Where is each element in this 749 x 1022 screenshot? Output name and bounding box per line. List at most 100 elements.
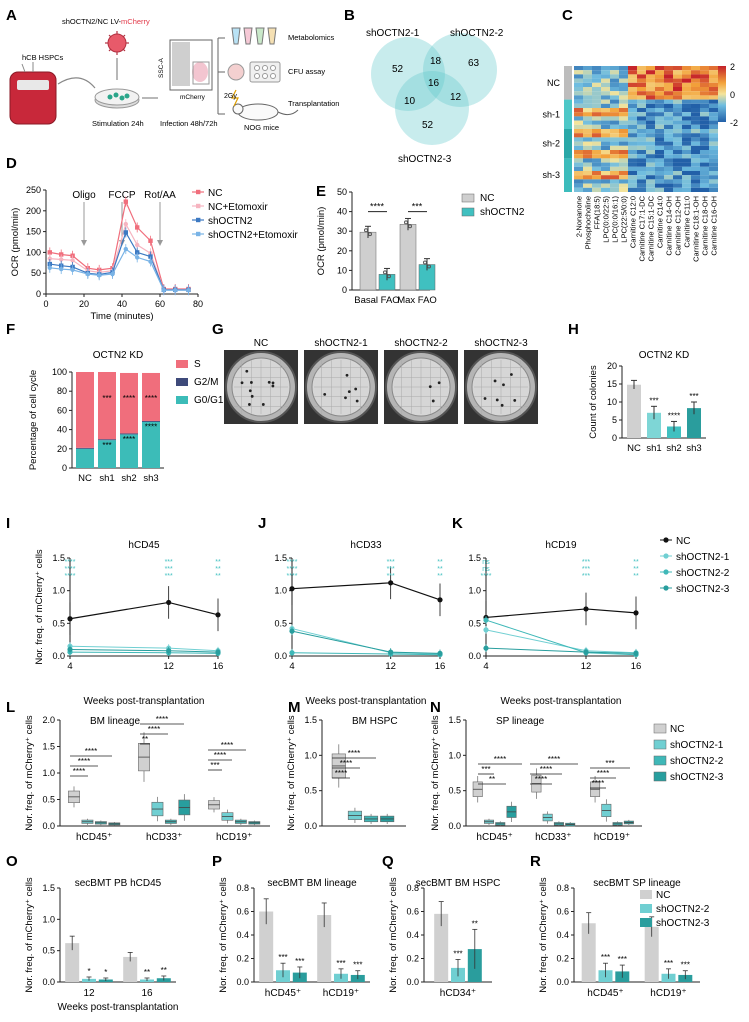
heatmap-cell xyxy=(691,187,700,192)
heatmap-cell xyxy=(709,179,718,184)
heatmap-cell xyxy=(619,74,628,79)
heatmap-cell xyxy=(709,91,718,96)
x-tick-label: NC xyxy=(627,443,641,454)
y-tick-label: 0.4 xyxy=(236,930,249,940)
heatmap-row-labels: NC sh-1 sh-2 sh-3 xyxy=(542,66,572,192)
heatmap-cell xyxy=(655,133,664,138)
heatmap-column-label: Carnitine C11:0 xyxy=(683,196,692,248)
sig-label: *** xyxy=(649,396,658,405)
heatmap-group-bar xyxy=(564,99,572,129)
heatmap-cell xyxy=(601,162,610,167)
chart-title: OCTN2 KD xyxy=(639,350,690,361)
heatmap-cell xyxy=(592,112,601,117)
venn-bc: 12 xyxy=(450,92,462,103)
heatmap-cell xyxy=(628,112,637,117)
sig-label: ** xyxy=(215,566,221,573)
heatmap-cell xyxy=(610,103,619,108)
heatmap-cell xyxy=(655,99,664,104)
heatmap-cell xyxy=(637,116,646,121)
series-line xyxy=(291,628,441,655)
heatmap-cell xyxy=(709,95,718,100)
heatmap-cell xyxy=(691,116,700,121)
heatmap-cell xyxy=(655,150,664,155)
heatmap-cell xyxy=(583,78,592,83)
heatmap-cell xyxy=(709,166,718,171)
heatmap-cell xyxy=(637,95,646,100)
heatmap-group-bar xyxy=(564,129,572,159)
heatmap-cell xyxy=(601,99,610,104)
y-tick-label: 100 xyxy=(52,367,67,377)
data-point xyxy=(483,627,489,633)
heatmap-scale-tick: -2 xyxy=(730,118,738,128)
chart-title: OCTN2 KD xyxy=(93,350,144,361)
sig-label: **** xyxy=(540,765,552,774)
heatmap-cell xyxy=(637,108,646,113)
colony xyxy=(271,384,275,388)
heatmap-cell xyxy=(709,112,718,117)
heatmap-cell xyxy=(673,103,682,108)
heatmap-cell xyxy=(682,78,691,83)
bar xyxy=(687,408,701,438)
panel-a: A shOCTN2/NC LV-mCherry hCB HSPCs xyxy=(6,7,339,132)
heatmap-cell xyxy=(574,162,583,167)
transplant-label: Transplantation xyxy=(288,99,339,108)
heatmap-cell xyxy=(700,91,709,96)
y-axis-label: Nor. freq. of mCherry⁺ cells xyxy=(430,715,441,831)
heatmap-cell xyxy=(700,145,709,150)
heatmap-cell xyxy=(691,150,700,155)
heatmap-cell xyxy=(664,179,673,184)
heatmap-cell xyxy=(673,95,682,100)
legend-label: shOCTN2-2 xyxy=(670,756,724,767)
heatmap-cell xyxy=(628,91,637,96)
sig-label: ** xyxy=(161,966,167,975)
data-point xyxy=(59,266,64,272)
replicate-dot xyxy=(387,274,391,279)
mouse-icon xyxy=(231,89,299,121)
heatmap-cell xyxy=(664,145,673,150)
sig-label: *** xyxy=(605,759,614,768)
heatmap-cell xyxy=(583,166,592,171)
colony xyxy=(271,381,275,385)
heatmap-cell xyxy=(574,171,583,176)
venn-only-2: 63 xyxy=(468,58,480,69)
panel-letter-l: L xyxy=(6,699,15,716)
gy-label: 2Gy xyxy=(224,93,237,100)
venn-label-1: shOCTN2-1 xyxy=(366,28,420,39)
panel-letter-k: K xyxy=(452,515,463,532)
panel-i: I 0.0 0.5 1.0 1.5 4 12 16 hCD45 Nor. freq. of mC… xyxy=(6,515,223,707)
panel-m: M 0.0 0.5 1.0 1.5 Nor. freq. of mCherry⁺ cel… xyxy=(286,699,406,831)
sig-label: **** xyxy=(494,755,506,764)
heatmap-cell xyxy=(601,112,610,117)
heatmap-cell xyxy=(637,74,646,79)
y-tick-label: 10 xyxy=(337,265,347,275)
heatmap-cell xyxy=(592,82,601,87)
heatmap-cell xyxy=(637,166,646,171)
y-tick-label: 1.0 xyxy=(42,768,55,778)
heatmap-cell xyxy=(628,150,637,155)
sig-label: **** xyxy=(123,394,135,403)
heatmap-cell xyxy=(691,166,700,171)
heatmap-cell xyxy=(601,158,610,163)
heatmap-cell xyxy=(592,137,601,142)
heatmap-cell xyxy=(601,103,610,108)
heatmap-cell xyxy=(583,74,592,79)
heatmap-cell xyxy=(646,103,655,108)
y-tick-label: 0.0 xyxy=(304,821,317,831)
sig-label: *** xyxy=(387,566,395,573)
heatmap-cell xyxy=(628,158,637,163)
heatmap-cell xyxy=(574,175,583,180)
heatmap-cell xyxy=(574,150,583,155)
heatmap-cell xyxy=(709,116,718,121)
x-tick-label: hCD33⁺ xyxy=(535,832,571,843)
bm-lineage-box-chart: 0.0 0.5 1.0 1.5 2.0 Nor. freq. of mCherry⁺ ce… xyxy=(24,715,270,843)
heatmap-cell xyxy=(655,179,664,184)
heatmap-cell xyxy=(682,108,691,113)
x-axis-label: Time (minutes) xyxy=(91,311,154,322)
heatmap-cell xyxy=(655,120,664,125)
heatmap-cell xyxy=(691,183,700,188)
heatmap-cell xyxy=(574,103,583,108)
y-tick-label: 1.0 xyxy=(304,750,317,760)
heatmap-cell xyxy=(610,116,619,121)
heatmap-cell xyxy=(709,103,718,108)
tubes-icon xyxy=(231,27,277,45)
